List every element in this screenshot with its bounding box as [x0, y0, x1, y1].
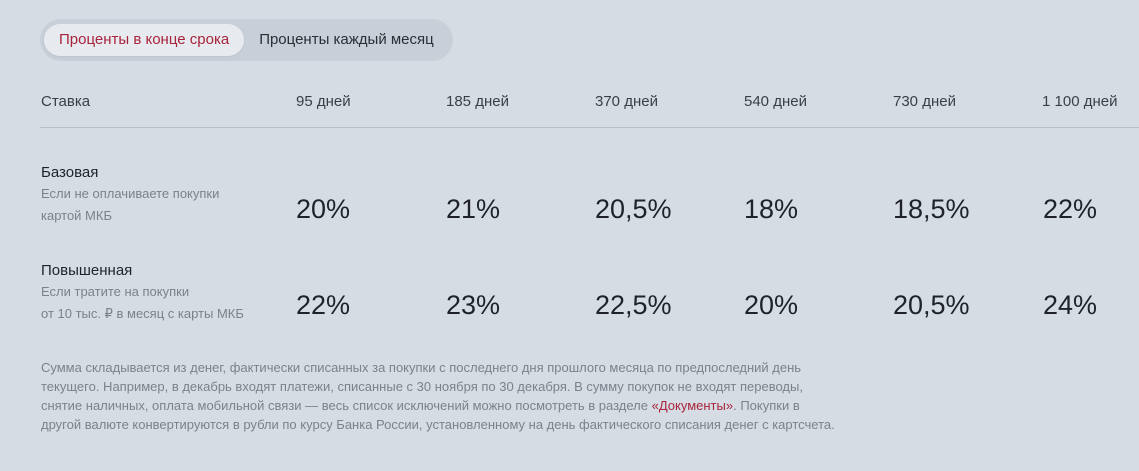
column-header-term-370: 370 дней — [595, 93, 658, 110]
row-description-line: Если не оплачиваете покупки — [41, 186, 220, 201]
rates-table-header: Ставка 95 дней 185 дней 370 дней 540 дне… — [41, 90, 1139, 114]
row-description: Если не оплачиваете покупки картой МКБ — [41, 183, 261, 227]
row-label-increased: Повышенная Если тратите на покупки от 10… — [41, 261, 261, 325]
row-title: Повышенная — [41, 262, 133, 279]
rate-cell: 22% — [296, 290, 351, 320]
tab-interest-monthly[interactable]: Проценты каждый месяц — [259, 31, 434, 48]
row-description-line: картой МКБ — [41, 208, 112, 223]
rate-cell: 24% — [1043, 290, 1098, 320]
row-description: Если тратите на покупки от 10 тыс. ₽ в м… — [41, 281, 261, 325]
rate-cell: 23% — [446, 290, 501, 320]
column-header-rate: Ставка — [41, 93, 91, 110]
header-divider — [40, 127, 1139, 128]
footnote: Сумма складывается из денег, фактически … — [41, 358, 841, 434]
column-header-term-185: 185 дней — [446, 93, 509, 110]
row-description-line: от 10 тыс. ₽ в месяц с карты МКБ — [41, 306, 244, 321]
rate-cell: 18,5% — [893, 194, 970, 224]
rate-cell: 20,5% — [893, 290, 970, 320]
footnote-text: Сумма складывается из денег, фактически … — [41, 360, 803, 413]
row-label-base: Базовая Если не оплачиваете покупки карт… — [41, 163, 261, 227]
rate-cell: 22,5% — [595, 290, 672, 320]
row-title: Базовая — [41, 164, 99, 181]
column-header-term-540: 540 дней — [744, 93, 807, 110]
rate-cell: 22% — [1043, 194, 1098, 224]
column-header-term-730: 730 дней — [893, 93, 956, 110]
rate-cell: 20% — [296, 194, 351, 224]
documents-link[interactable]: «Документы» — [651, 398, 734, 413]
interest-tabs: Проценты в конце срока Проценты каждый м… — [40, 19, 453, 61]
column-header-term-1100: 1 100 дней — [1042, 93, 1118, 110]
rate-cell: 20,5% — [595, 194, 672, 224]
rate-cell: 21% — [446, 194, 501, 224]
row-description-line: Если тратите на покупки — [41, 284, 190, 299]
tab-interest-end-of-term[interactable]: Проценты в конце срока — [44, 24, 245, 56]
footnote-text: . Покупки в другой валюте конвертируются… — [41, 398, 835, 432]
rate-cell: 18% — [744, 194, 799, 224]
column-header-term-95: 95 дней — [296, 93, 351, 110]
rate-cell: 20% — [744, 290, 799, 320]
